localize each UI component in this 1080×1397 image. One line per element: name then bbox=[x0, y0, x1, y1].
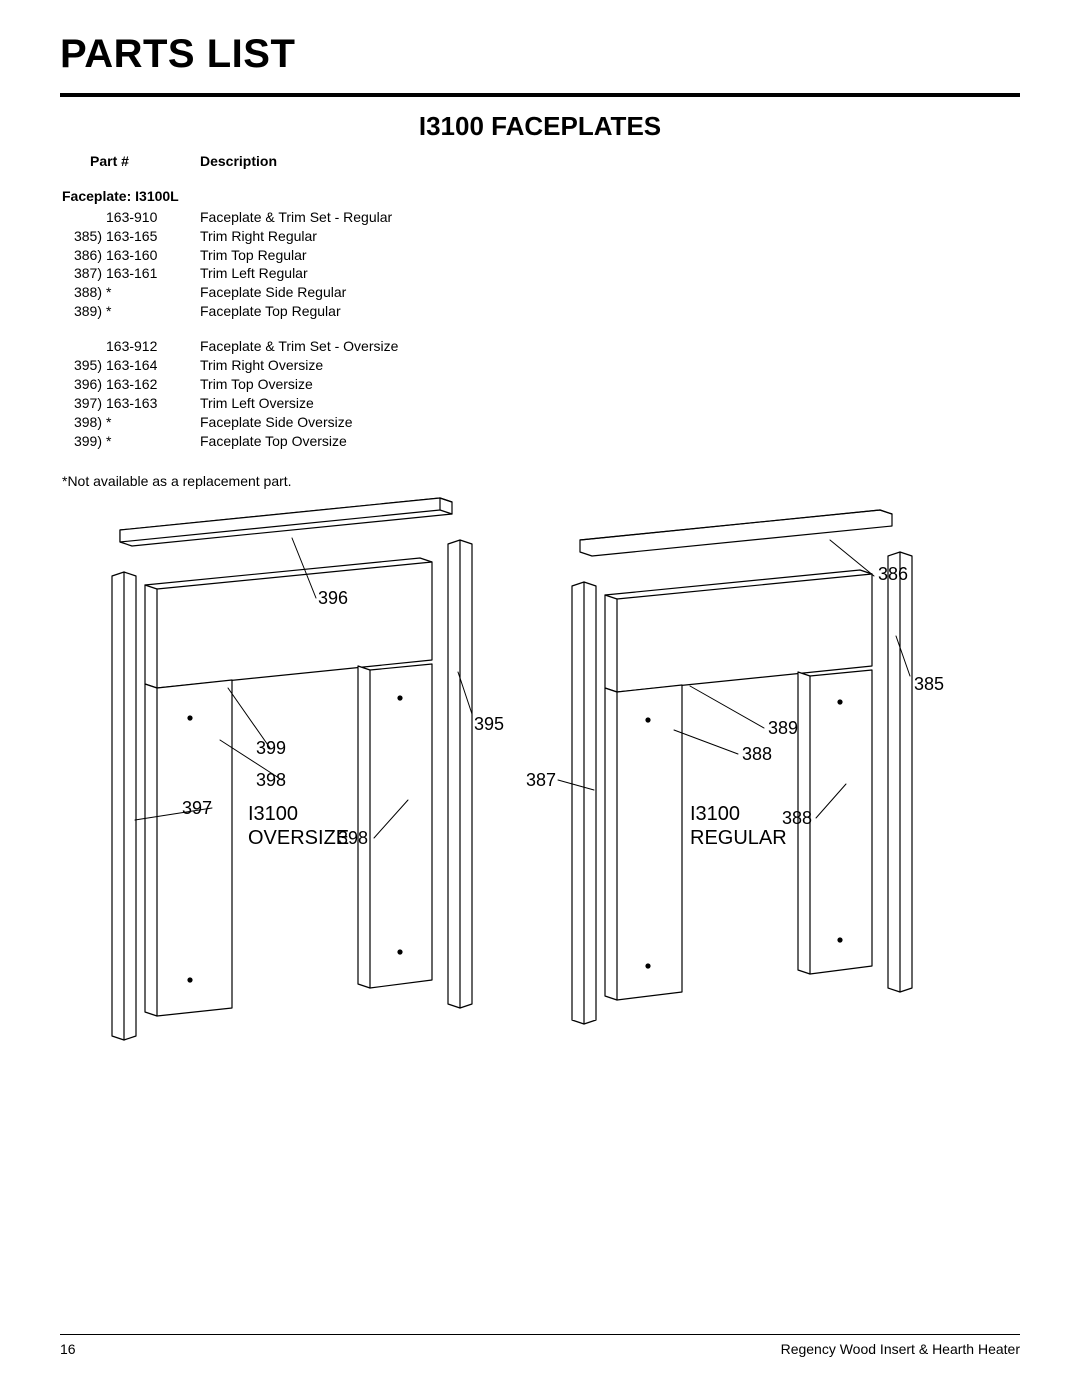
ref-cell bbox=[62, 208, 102, 227]
table-row: 399) * Faceplate Top Oversize bbox=[62, 432, 1020, 451]
table-row: 163-912 Faceplate & Trim Set - Oversize bbox=[62, 337, 1020, 356]
ref-cell: 396) bbox=[62, 375, 102, 394]
divider-thin bbox=[60, 1334, 1020, 1335]
desc-cell: Trim Right Oversize bbox=[184, 356, 323, 375]
ref-cell bbox=[62, 337, 102, 356]
callout-396: 396 bbox=[318, 588, 348, 608]
callout-386: 386 bbox=[878, 564, 908, 584]
ref-cell: 398) bbox=[62, 413, 102, 432]
exploded-diagram: 396 395 399 398 397 398 I3100 OVERSIZE bbox=[60, 480, 1020, 1060]
desc-cell: Faceplate Top Oversize bbox=[184, 432, 347, 451]
ref-cell: 388) bbox=[62, 283, 102, 302]
pn-cell: * bbox=[102, 283, 184, 302]
pn-cell: * bbox=[102, 413, 184, 432]
callout-389: 389 bbox=[768, 718, 798, 738]
col-desc-header: Description bbox=[200, 152, 277, 171]
desc-cell: Faceplate Side Regular bbox=[184, 283, 346, 302]
pn-cell: 163-163 bbox=[102, 394, 184, 413]
table-row: 396) 163-162 Trim Top Oversize bbox=[62, 375, 1020, 394]
desc-cell: Faceplate & Trim Set - Regular bbox=[184, 208, 392, 227]
ref-cell: 386) bbox=[62, 246, 102, 265]
diagram-title-oversize-2: OVERSIZE bbox=[248, 827, 349, 849]
ref-cell: 395) bbox=[62, 356, 102, 375]
table-row: 397) 163-163 Trim Left Oversize bbox=[62, 394, 1020, 413]
callout-399: 399 bbox=[256, 738, 286, 758]
desc-cell: Faceplate Top Regular bbox=[184, 302, 341, 321]
pn-cell: 163-910 bbox=[102, 208, 184, 227]
callout-387: 387 bbox=[526, 770, 556, 790]
diagram-title-regular-2: REGULAR bbox=[690, 827, 787, 849]
desc-cell: Trim Left Regular bbox=[184, 264, 308, 283]
table-row: 388) * Faceplate Side Regular bbox=[62, 283, 1020, 302]
parts-table: Part # Description Faceplate: I3100L 163… bbox=[62, 152, 1020, 491]
callout-388b: 388 bbox=[782, 808, 812, 828]
ref-cell: 385) bbox=[62, 227, 102, 246]
table-row: 163-910 Faceplate & Trim Set - Regular bbox=[62, 208, 1020, 227]
desc-cell: Trim Left Oversize bbox=[184, 394, 314, 413]
table-header: Part # Description bbox=[62, 152, 1020, 171]
desc-cell: Trim Right Regular bbox=[184, 227, 317, 246]
diagram-title-regular-1: I3100 bbox=[690, 803, 740, 825]
callout-395: 395 bbox=[474, 714, 504, 734]
pn-cell: 163-162 bbox=[102, 375, 184, 394]
page-title: PARTS LIST bbox=[60, 32, 1020, 77]
page-number: 16 bbox=[60, 1341, 76, 1357]
divider-thick bbox=[60, 93, 1020, 97]
table-row: 395) 163-164 Trim Right Oversize bbox=[62, 356, 1020, 375]
section-heading: Faceplate: I3100L bbox=[62, 187, 1020, 206]
table-row: 398) * Faceplate Side Oversize bbox=[62, 413, 1020, 432]
desc-cell: Trim Top Oversize bbox=[184, 375, 313, 394]
desc-cell: Trim Top Regular bbox=[184, 246, 307, 265]
table-row: 389) * Faceplate Top Regular bbox=[62, 302, 1020, 321]
pn-cell: * bbox=[102, 302, 184, 321]
pn-cell: 163-912 bbox=[102, 337, 184, 356]
pn-cell: 163-164 bbox=[102, 356, 184, 375]
table-row: 386) 163-160 Trim Top Regular bbox=[62, 246, 1020, 265]
desc-cell: Faceplate & Trim Set - Oversize bbox=[184, 337, 398, 356]
table-row: 387) 163-161 Trim Left Regular bbox=[62, 264, 1020, 283]
pn-cell: 163-161 bbox=[102, 264, 184, 283]
ref-cell: 399) bbox=[62, 432, 102, 451]
pn-cell: 163-165 bbox=[102, 227, 184, 246]
doc-title: Regency Wood Insert & Hearth Heater bbox=[781, 1341, 1020, 1357]
callout-398a: 398 bbox=[256, 770, 286, 790]
pn-cell: 163-160 bbox=[102, 246, 184, 265]
diagram-title-oversize-1: I3100 bbox=[248, 803, 298, 825]
page-footer: 16 Regency Wood Insert & Hearth Heater bbox=[60, 1334, 1020, 1357]
table-row: 385) 163-165 Trim Right Regular bbox=[62, 227, 1020, 246]
ref-cell: 387) bbox=[62, 264, 102, 283]
pn-cell: * bbox=[102, 432, 184, 451]
ref-cell: 389) bbox=[62, 302, 102, 321]
callout-388a: 388 bbox=[742, 744, 772, 764]
desc-cell: Faceplate Side Oversize bbox=[184, 413, 353, 432]
callout-397: 397 bbox=[182, 798, 212, 818]
col-part-header: Part # bbox=[62, 152, 200, 171]
section-title: I3100 FACEPLATES bbox=[60, 111, 1020, 142]
callout-385: 385 bbox=[914, 674, 944, 694]
ref-cell: 397) bbox=[62, 394, 102, 413]
